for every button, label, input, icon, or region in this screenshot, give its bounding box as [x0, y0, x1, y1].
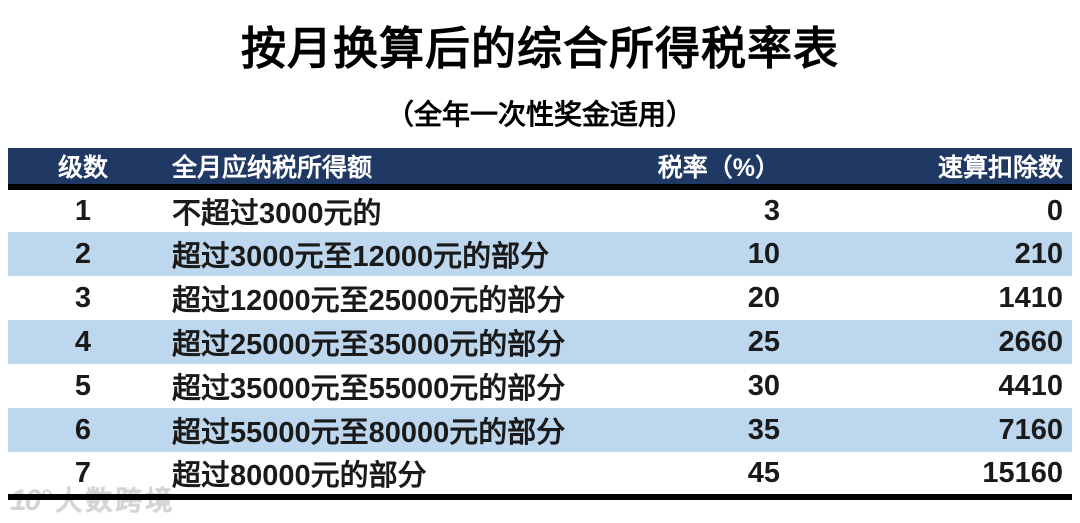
rate-cell: 10 [747, 237, 780, 270]
table-row: 6 超过55000元至80000元的部分 35 7160 [8, 408, 1072, 452]
tax-rate-table: 级数 全月应纳税所得额 税率（%） 速算扣除数 1 不超过3000元的 3 0 … [8, 148, 1072, 500]
col-header-rate: 税率（%） [598, 148, 788, 187]
income-cell: 超过25000元至35000元的部分 [172, 329, 566, 361]
watermark: 10° 大数跨境 [10, 486, 175, 516]
level-cell: 6 [74, 413, 92, 446]
page-subtitle: （全年一次性奖金适用） [385, 99, 694, 130]
deduction-cell: 4410 [998, 369, 1063, 402]
table-header-row: 级数 全月应纳税所得额 税率（%） 速算扣除数 [8, 148, 1072, 187]
level-cell: 1 [74, 194, 92, 227]
col-header-income: 全月应纳税所得额 [158, 148, 598, 187]
level-cell: 7 [74, 456, 92, 489]
level-cell: 4 [74, 325, 92, 358]
income-cell: 超过80000元的部分 [172, 460, 427, 492]
rate-cell: 45 [747, 456, 780, 489]
deduction-cell: 7160 [998, 413, 1063, 446]
table-row: 7 超过80000元的部分 45 15160 [8, 452, 1072, 497]
rate-cell: 35 [747, 413, 780, 446]
rate-cell: 30 [747, 369, 780, 402]
income-cell: 不超过3000元的 [172, 198, 382, 230]
watermark-logo-icon: 10° [10, 484, 51, 517]
income-cell: 超过3000元至12000元的部分 [172, 241, 550, 273]
watermark-text: 大数跨境 [55, 485, 176, 516]
table-row: 1 不超过3000元的 3 0 [8, 187, 1072, 232]
page-title: 按月换算后的综合所得税率表 [240, 23, 839, 74]
rate-cell: 25 [747, 325, 780, 358]
income-cell: 超过12000元至25000元的部分 [172, 285, 566, 317]
income-cell: 超过55000元至80000元的部分 [172, 417, 566, 449]
deduction-cell: 0 [1046, 194, 1063, 227]
level-cell: 2 [74, 237, 92, 270]
rate-cell: 20 [747, 281, 780, 314]
level-cell: 5 [74, 369, 92, 402]
deduction-cell: 210 [1014, 237, 1063, 270]
col-header-level: 级数 [8, 148, 158, 187]
table-row: 2 超过3000元至12000元的部分 10 210 [8, 232, 1072, 276]
col-header-deduction: 速算扣除数 [788, 148, 1072, 187]
rate-cell: 3 [763, 194, 780, 227]
income-cell: 超过35000元至55000元的部分 [172, 373, 566, 405]
table-row: 3 超过12000元至25000元的部分 20 1410 [8, 276, 1072, 320]
table-row: 4 超过25000元至35000元的部分 25 2660 [8, 320, 1072, 364]
deduction-cell: 1410 [998, 281, 1063, 314]
deduction-cell: 15160 [982, 456, 1063, 489]
table-row: 5 超过35000元至55000元的部分 30 4410 [8, 364, 1072, 408]
deduction-cell: 2660 [998, 325, 1063, 358]
level-cell: 3 [74, 281, 92, 314]
